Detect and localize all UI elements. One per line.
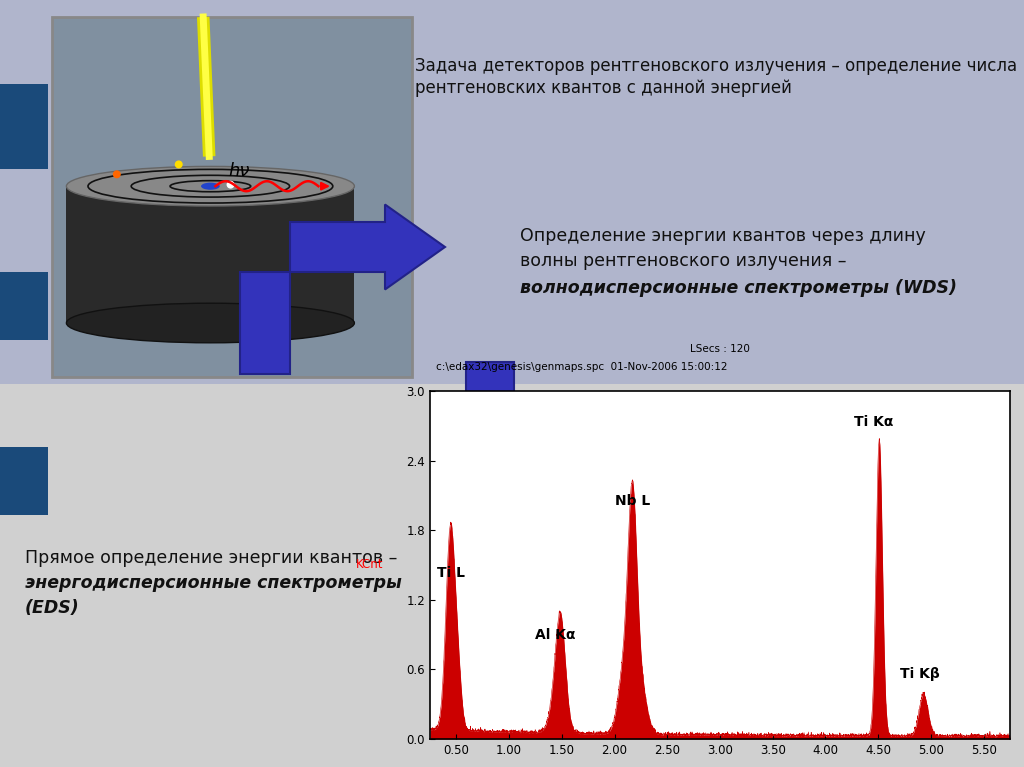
Text: Задача детекторов рентгеновского излучения – определение числа: Задача детекторов рентгеновского излучен…	[415, 57, 1017, 75]
Ellipse shape	[67, 303, 354, 343]
Text: Прямое определение энергии квантов –: Прямое определение энергии квантов –	[25, 549, 397, 567]
Text: волны рентгеновского излучения –: волны рентгеновского излучения –	[520, 252, 847, 270]
Ellipse shape	[201, 183, 220, 189]
Text: волнодисперсионные спектрометры (WDS): волнодисперсионные спектрометры (WDS)	[520, 279, 957, 297]
Bar	[67, 186, 354, 323]
Text: энергодисперсионные спектрометры: энергодисперсионные спектрометры	[25, 574, 401, 592]
Ellipse shape	[175, 160, 182, 169]
Text: Ti L: Ti L	[437, 566, 465, 580]
Bar	[0, 84, 48, 169]
Text: рентгеновских квантов с данной энергией: рентгеновских квантов с данной энергией	[415, 79, 792, 97]
Ellipse shape	[113, 170, 121, 178]
Text: Al Kα: Al Kα	[536, 627, 575, 641]
Text: Nb L: Nb L	[614, 494, 650, 509]
Bar	[0, 0, 1024, 384]
Text: Ti Kα: Ti Kα	[854, 415, 894, 430]
Text: Определение энергии квантов через длину: Определение энергии квантов через длину	[520, 227, 926, 245]
Ellipse shape	[226, 180, 234, 189]
Bar	[0, 384, 1024, 767]
Bar	[0, 447, 48, 515]
Bar	[52, 17, 412, 377]
Text: c:\edax32\genesis\genmaps.spc  01-Nov-2006 15:00:12: c:\edax32\genesis\genmaps.spc 01-Nov-200…	[436, 362, 727, 372]
Ellipse shape	[67, 166, 354, 206]
Text: KCnt: KCnt	[356, 558, 384, 571]
Polygon shape	[447, 362, 532, 469]
Text: Ti Kβ: Ti Kβ	[900, 667, 940, 681]
Polygon shape	[240, 205, 445, 374]
Text: LSecs : 120: LSecs : 120	[690, 344, 750, 354]
Text: (EDS): (EDS)	[25, 599, 80, 617]
Text: hν: hν	[228, 163, 250, 180]
Bar	[0, 272, 48, 340]
